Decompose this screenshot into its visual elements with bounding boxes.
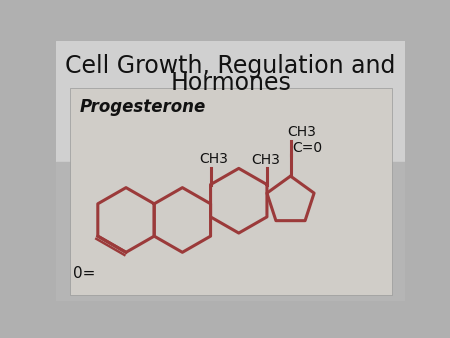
Bar — [56, 41, 405, 162]
Text: CH3: CH3 — [288, 125, 316, 139]
Text: CH3: CH3 — [252, 153, 280, 167]
FancyBboxPatch shape — [70, 88, 392, 295]
Text: 0=: 0= — [72, 266, 95, 281]
Text: C=0: C=0 — [292, 141, 322, 154]
Bar — [56, 162, 405, 301]
Text: Progesterone: Progesterone — [80, 98, 206, 116]
Text: CH3: CH3 — [200, 152, 229, 166]
Text: Cell Growth, Regulation and: Cell Growth, Regulation and — [65, 54, 396, 78]
Text: Hormones: Hormones — [170, 71, 291, 95]
